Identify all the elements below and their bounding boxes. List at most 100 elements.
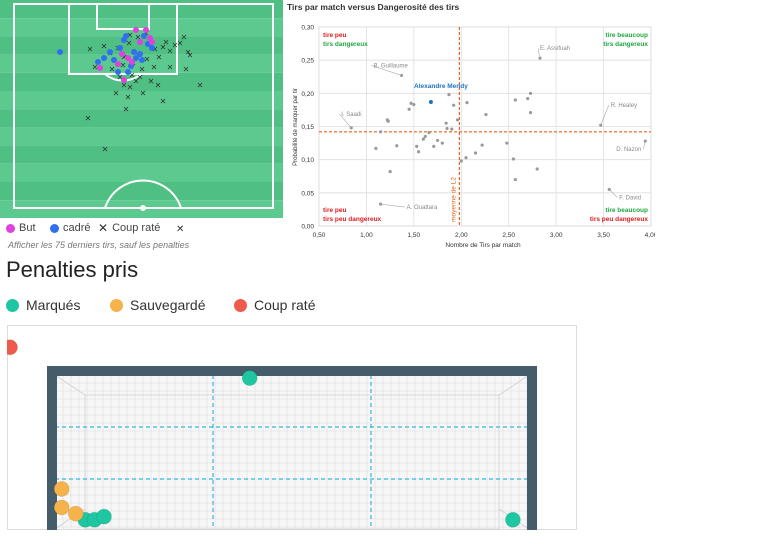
legend-scored[interactable]: Marqués [6, 297, 80, 313]
chart-ticks: 0,50 1,00 1,50 2,00 2,50 3,00 3,50 4,00 0,00 0,05… [301, 25, 657, 240]
player-point[interactable] [412, 103, 416, 107]
player-point[interactable] [528, 91, 533, 95]
player-point[interactable] [459, 159, 463, 163]
penalty-saved-mark[interactable] [53, 480, 70, 497]
pitch-stripe [0, 18, 283, 37]
player-point[interactable] [427, 130, 431, 135]
missed-shot-mark: ✕ [126, 39, 133, 48]
player-point[interactable] [374, 146, 378, 150]
centre-circle [104, 179, 182, 209]
player-point[interactable] [505, 141, 509, 145]
labeled-player-point[interactable] [643, 139, 647, 143]
goal-shot-mark [125, 55, 131, 61]
player-point[interactable] [513, 177, 517, 182]
player-point[interactable] [395, 144, 399, 148]
legend-pen-missed[interactable]: Coup raté [234, 297, 315, 313]
player-point[interactable] [535, 167, 539, 171]
player-point[interactable] [421, 137, 425, 141]
player-point[interactable] [480, 143, 484, 147]
player-point[interactable] [511, 157, 516, 161]
pitch-stripe [0, 127, 283, 146]
on-target-shot-mark [57, 49, 63, 55]
missed-shot-mark: ✕ [187, 51, 194, 60]
net-perspective-line [54, 374, 86, 396]
shot-map: ✕ ✕ ✕ ✕ ✕ ✕ ✕ ✕ ✕ ✕ ✕ ✕ ✕ ✕ ✕ ✕ ✕ ✕ ✕ ✕ ✕ ✕ ✕ ✕ ✕ ✕ ✕ ✕ ✕ ✕ ✕ ✕ ✕ ✕ ✕ ✕ ✕ ✕ ✕ ✕… [0, 0, 283, 219]
player-point[interactable] [528, 110, 533, 115]
missed-shot-mark: ✕ [129, 71, 136, 80]
labeled-player-point[interactable] [379, 202, 383, 206]
player-point[interactable] [388, 170, 392, 174]
player-point[interactable] [417, 150, 421, 154]
player-point[interactable] [415, 144, 419, 148]
player-point[interactable] [379, 130, 383, 134]
legend-on-target[interactable]: cadré [50, 222, 91, 234]
miss-cross-icon: ✕ [98, 221, 109, 235]
player-point[interactable] [452, 103, 456, 107]
player-point[interactable] [526, 97, 530, 101]
player-point[interactable] [445, 126, 449, 131]
legend-missed[interactable]: ✕ Coup raté [98, 222, 160, 234]
missed-shot-mark: ✕ [148, 77, 155, 86]
player-point[interactable] [484, 112, 488, 117]
player-point[interactable] [440, 141, 444, 145]
x-tick-label: 3,00 [550, 232, 563, 239]
on-target-shot-mark [101, 55, 107, 61]
missed-shot-mark: ✕ [121, 81, 128, 90]
penalty-missed-mark[interactable] [2, 339, 18, 356]
player-point[interactable] [444, 121, 448, 125]
missed-shot-mark: ✕ [85, 114, 92, 123]
goal-posts [47, 366, 537, 530]
missed-shot-mark: ✕ [92, 63, 99, 72]
quadrant-bottom-left-label: tire peu [323, 207, 347, 214]
player-point[interactable] [473, 151, 478, 155]
shots-vs-danger-chart: Tirs par match versus Dangerosité des ti… [283, 0, 658, 262]
missed-shot-mark: ✕ [167, 63, 174, 72]
player-point[interactable] [450, 127, 454, 131]
legend-saved[interactable]: Sauvegardé [110, 297, 206, 313]
x-tick-label: 2,50 [502, 232, 515, 239]
on-target-shot-mark [131, 49, 137, 55]
missed-shot-mark: ✕ [140, 89, 147, 98]
net-back-frame [84, 394, 500, 530]
missed-shot-mark: ✕ [160, 97, 167, 106]
point-leader-line [537, 48, 541, 59]
missed-shot-mark: ✕ [183, 65, 190, 74]
on-target-shot-mark [149, 45, 155, 51]
missed-shot-mark: ✕ [151, 63, 158, 72]
penalty-scored-mark[interactable] [96, 508, 112, 525]
goal-shot-mark [119, 51, 125, 57]
player-point[interactable] [435, 138, 440, 143]
net-perspective-line [498, 374, 530, 396]
shot-map-legend: But cadré ✕ Coup raté ✕ [6, 222, 286, 240]
centre-spot [140, 205, 146, 211]
penalty-marks [2, 339, 521, 528]
penalty-scored-mark[interactable] [241, 370, 258, 387]
y-tick-label: 0,30 [301, 25, 314, 32]
y-tick-label: 0,15 [301, 124, 314, 131]
player-point[interactable] [423, 134, 427, 139]
player-point[interactable] [447, 93, 451, 97]
player-point[interactable] [465, 101, 469, 105]
player-point[interactable] [464, 156, 468, 160]
penalty-saved-mark[interactable] [53, 499, 70, 516]
missed-shot-mark: ✕ [144, 55, 151, 64]
penalty-scored-mark[interactable] [504, 511, 521, 528]
player-point[interactable] [386, 119, 390, 123]
highlight-player-point[interactable] [428, 99, 433, 104]
player-point[interactable] [432, 144, 436, 148]
player-point-label: F. David [619, 196, 641, 202]
penalty-saved-mark[interactable] [67, 505, 84, 522]
close-icon[interactable]: ✕ [176, 224, 185, 235]
y-axis-label: Probabilité de marquer par tir [293, 88, 299, 166]
missed-shot-mark: ✕ [152, 45, 159, 54]
player-point[interactable] [513, 98, 517, 102]
missed-shot-mark: ✕ [127, 83, 134, 92]
player-point[interactable] [407, 107, 411, 111]
legend-goal[interactable]: But [6, 222, 36, 234]
pitch-background [0, 0, 283, 219]
missed-shot-mark: ✕ [181, 33, 188, 42]
player-point[interactable] [409, 101, 413, 105]
missed-shot-mark: ✕ [185, 48, 192, 57]
player-point[interactable] [455, 118, 460, 122]
pitch-stripe [0, 91, 283, 110]
